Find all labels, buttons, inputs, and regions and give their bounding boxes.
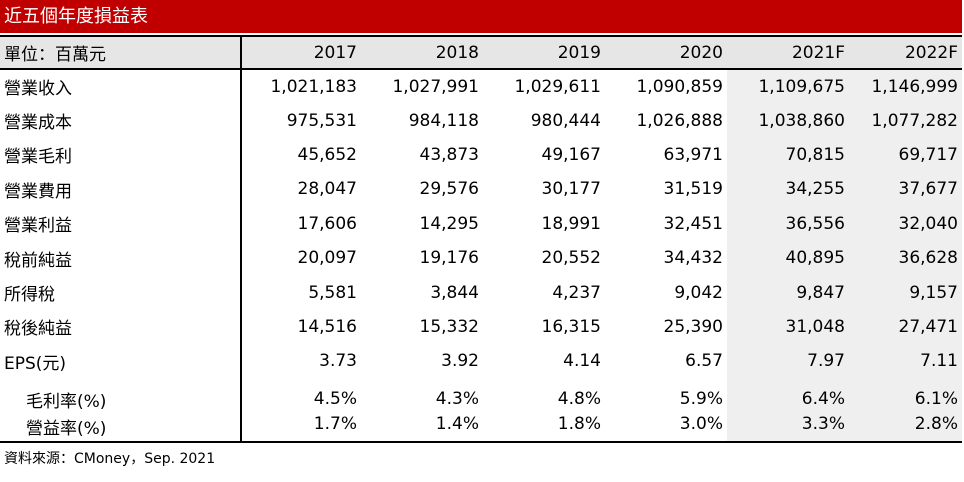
table-cell: 1,026,888: [636, 110, 723, 131]
table-cell: 4.3%: [435, 389, 479, 410]
table-cell: 3.92: [441, 351, 479, 372]
table-cell: 980,444: [530, 110, 601, 131]
table-cell: 32,451: [663, 213, 723, 234]
table-cell: 1,029,611: [514, 76, 601, 97]
table-row: 營益率(%) 1.7% 1.4% 1.8% 3.0% 3.3% 2.8%: [0, 412, 962, 443]
table-cell: 25,390: [663, 316, 723, 337]
table-cell: 36,628: [849, 240, 962, 276]
row-label: 營業毛利: [0, 137, 242, 173]
source-note: 資料來源：CMoney，Sep. 2021: [4, 451, 216, 467]
table-cell: 1,021,183: [270, 76, 357, 97]
table-cell: 5,581: [308, 282, 357, 303]
year-header: 2018: [361, 35, 483, 70]
table-cell: 30,177: [541, 179, 601, 200]
row-label: 毛利率(%): [0, 378, 242, 413]
table-cell: 17,606: [297, 213, 357, 234]
table-cell: 70,815: [727, 137, 849, 173]
table-cell: 1.4%: [361, 412, 483, 443]
table-row: 所得稅 5,581 3,844 4,237 9,042 9,847 9,157: [0, 275, 962, 310]
table-row: 營業成本 975,531 984,118 980,444 1,026,888 1,038,…: [0, 103, 962, 138]
table-cell: 1,109,675: [727, 69, 849, 104]
table-cell: 6.57: [685, 351, 723, 372]
row-label: 所得稅: [0, 275, 242, 310]
table-cell: 18,991: [541, 213, 601, 234]
unit-label: 單位：百萬元: [0, 35, 242, 70]
year-header: 2021F: [727, 35, 849, 70]
table-row: 營業利益 17,606 14,295 18,991 32,451 36,556 32,040: [0, 206, 962, 241]
row-label: 營業費用: [0, 172, 242, 207]
table-row: 毛利率(%) 4.5% 4.3% 4.8% 5.9% 6.4% 6.1%: [0, 378, 962, 413]
table-cell: 3.0%: [605, 412, 727, 443]
table-cell: 32,040: [849, 206, 962, 241]
table-cell: 63,971: [663, 144, 723, 165]
table-cell: 1,038,860: [727, 103, 849, 138]
table-cell: 9,847: [727, 275, 849, 310]
table-cell: 19,176: [419, 248, 479, 269]
table-row: 營業收入 1,021,183 1,027,991 1,029,611 1,090,859…: [0, 69, 962, 104]
table-cell: 7.97: [727, 344, 849, 379]
row-label: 稅前純益: [0, 240, 242, 276]
table-row: EPS(元) 3.73 3.92 4.14 6.57 7.97 7.11: [0, 344, 962, 379]
table-cell: 45,652: [297, 144, 357, 165]
table-cell: 36,556: [727, 206, 849, 241]
table-cell: 4.14: [563, 351, 601, 372]
row-label: 營業成本: [0, 103, 242, 138]
table-cell: 69,717: [849, 137, 962, 173]
year-header: 2017: [241, 35, 361, 70]
table-title: 近五個年度損益表: [0, 0, 962, 33]
table-cell: 15,332: [419, 316, 479, 337]
table-cell: 29,576: [419, 179, 479, 200]
row-label: 稅後純益: [0, 309, 242, 345]
table-row: 稅前純益 20,097 19,176 20,552 34,432 40,895 36,628: [0, 240, 962, 276]
table-cell: 3.3%: [727, 412, 849, 443]
table-row: 稅後純益 14,516 15,332 16,315 25,390 31,048 27,471: [0, 309, 962, 345]
table-cell: 4,237: [552, 282, 601, 303]
row-label: 營業收入: [0, 69, 242, 104]
table-cell: 4.5%: [313, 389, 357, 410]
table-cell: 1,027,991: [392, 76, 479, 97]
table-cell: 20,552: [541, 248, 601, 269]
table-cell: 16,315: [541, 316, 601, 337]
table-cell: 3.73: [319, 351, 357, 372]
table-cell: 20,097: [297, 248, 357, 269]
table-cell: 28,047: [297, 179, 357, 200]
table-cell: 4.8%: [557, 389, 601, 410]
table-row: 營業毛利 45,652 43,873 49,167 63,971 70,815 69,717: [0, 137, 962, 173]
table-cell: 975,531: [286, 110, 357, 131]
table-cell: 27,471: [849, 309, 962, 345]
table-cell: 43,873: [419, 144, 479, 165]
table-cell: 2.8%: [849, 412, 962, 443]
table-cell: 9,042: [674, 282, 723, 303]
table-cell: 1,146,999: [849, 69, 962, 104]
table-cell: 3,844: [430, 282, 479, 303]
table-cell: 7.11: [849, 344, 962, 379]
table-cell: 34,432: [663, 248, 723, 269]
row-label: 營益率(%): [0, 412, 242, 443]
table-row: 營業費用 28,047 29,576 30,177 31,519 34,255 37,677: [0, 172, 962, 207]
table-cell: 31,519: [663, 179, 723, 200]
table-cell: 37,677: [849, 172, 962, 207]
table-cell: 14,295: [419, 213, 479, 234]
row-label: 營業利益: [0, 206, 242, 241]
table-cell: 49,167: [541, 144, 601, 165]
table-cell: 1,077,282: [849, 103, 962, 138]
table-cell: 9,157: [849, 275, 962, 310]
table-cell: 5.9%: [679, 389, 723, 410]
income-statement-table: 單位：百萬元 2017 2018 2019 2020 2021F 2022F 營…: [0, 35, 962, 443]
table-cell: 984,118: [408, 110, 479, 131]
table-cell: 40,895: [727, 240, 849, 276]
table-cell: 1.8%: [483, 412, 605, 443]
row-label: EPS(元): [0, 344, 242, 379]
table-cell: 14,516: [297, 316, 357, 337]
year-header: 2022F: [849, 35, 962, 70]
year-header: 2019: [483, 35, 605, 70]
year-header: 2020: [605, 35, 727, 70]
table-cell: 6.1%: [849, 378, 962, 413]
table-cell: 1,090,859: [636, 76, 723, 97]
table-cell: 31,048: [727, 309, 849, 345]
table-cell: 6.4%: [727, 378, 849, 413]
table-cell: 34,255: [727, 172, 849, 207]
header-row: 單位：百萬元 2017 2018 2019 2020 2021F 2022F: [0, 35, 962, 70]
table-cell: 1.7%: [241, 412, 361, 443]
